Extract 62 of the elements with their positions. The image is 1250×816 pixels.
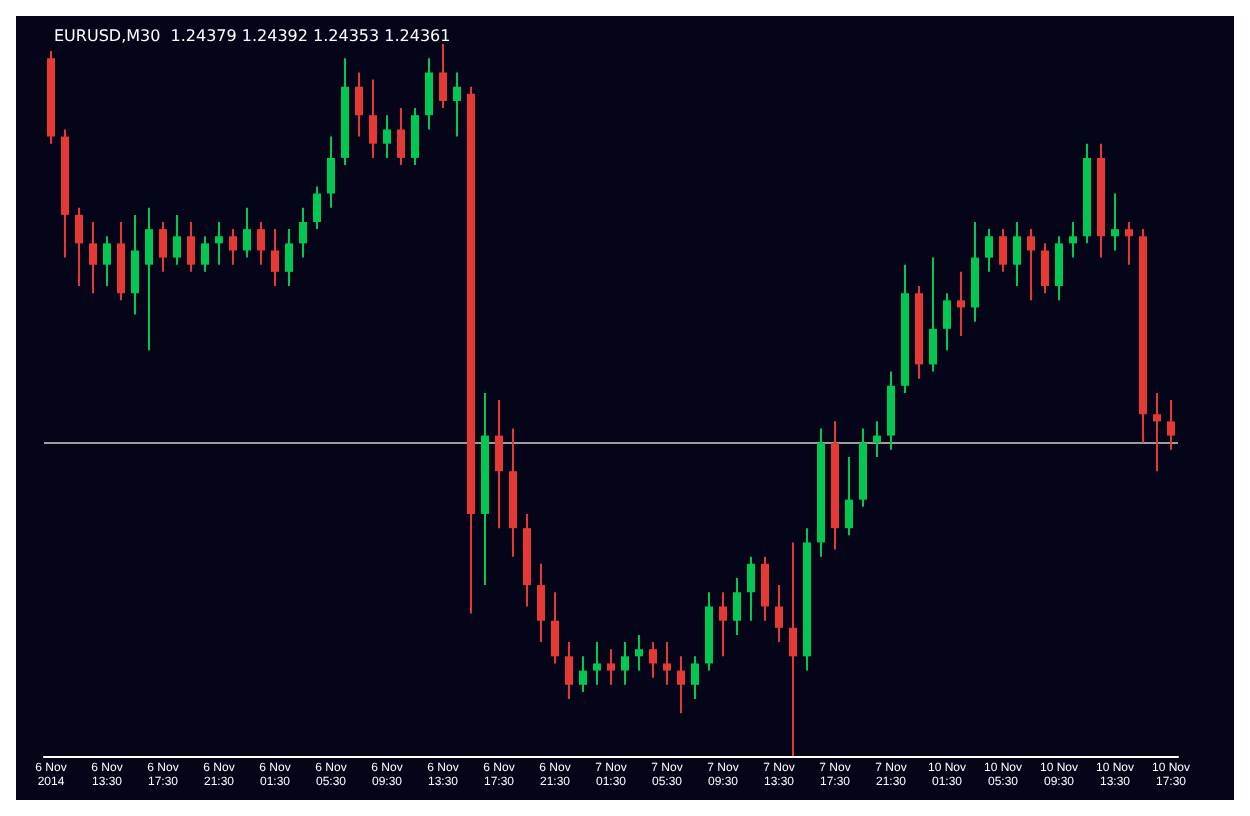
candlestick (1167, 399, 1175, 451)
candlestick (943, 292, 951, 352)
candlestick (327, 135, 335, 209)
candlestick (369, 78, 377, 159)
candlestick (411, 107, 419, 167)
candlestick (173, 213, 181, 266)
candlestick (495, 399, 503, 530)
candlestick (1027, 228, 1035, 302)
candlestick (299, 206, 307, 259)
candlestick (159, 221, 167, 273)
candlestick (1041, 242, 1049, 295)
candlestick (957, 270, 965, 337)
candlestick (1013, 221, 1021, 288)
candlestick (383, 114, 391, 159)
candlestick (243, 206, 251, 259)
candlestick (257, 221, 265, 266)
candlestick (565, 641, 573, 701)
chart-title: EURUSD,M30 1.24379 1.24392 1.24353 1.24361 (54, 27, 451, 45)
candlestick (89, 221, 97, 295)
candlestick (1153, 391, 1161, 473)
candlestick (691, 655, 699, 701)
candlestick (985, 228, 993, 273)
candlestick (593, 641, 601, 686)
candlestick (1055, 235, 1063, 302)
candlestick (285, 228, 293, 288)
candlestick (621, 641, 629, 686)
candlestick (439, 43, 447, 110)
candlestick (775, 584, 783, 644)
candlestick (733, 577, 741, 636)
candlestick (761, 555, 769, 622)
candlestick (215, 221, 223, 266)
candlestick (187, 221, 195, 273)
candlestick (1069, 221, 1077, 259)
candlestick (229, 228, 237, 266)
candlestick (355, 71, 363, 138)
candlestick (201, 235, 209, 273)
candlestick (789, 541, 797, 757)
candlestick (929, 256, 937, 373)
candlestick (397, 107, 405, 167)
candlestick (271, 228, 279, 288)
candlestick (103, 235, 111, 288)
candlestick (747, 555, 755, 622)
candlestick (873, 420, 881, 458)
candlestick (579, 655, 587, 693)
candlestick (75, 206, 83, 288)
candlestick (1111, 192, 1119, 252)
candlestick (845, 455, 853, 537)
candlestick (453, 71, 461, 138)
candlestick (607, 648, 615, 686)
candlestick (1125, 221, 1133, 266)
candlestick (999, 228, 1007, 273)
candlestick (313, 185, 321, 231)
candlestick (635, 633, 643, 672)
candlestick (131, 213, 139, 316)
candlestick (677, 655, 685, 715)
candlestick (145, 206, 153, 352)
candlestick (551, 591, 559, 665)
candlestick (719, 591, 727, 658)
candlestick (537, 562, 545, 644)
candlestick (663, 641, 671, 686)
candlestick (649, 641, 657, 679)
candlestick (425, 57, 433, 131)
